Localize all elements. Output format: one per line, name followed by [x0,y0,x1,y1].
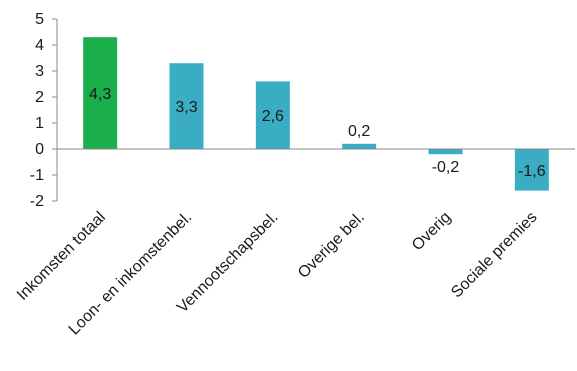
data-labels: 4,3 3,3 2,6 0,2 -0,2 -1,6 [89,86,546,180]
data-label-5: -0,2 [432,159,460,176]
data-label-3: 2,6 [262,108,284,125]
category-label-1: Inkomsten totaal [14,209,109,304]
bar-4 [342,143,377,149]
y-axis-ticks: 5 4 3 2 1 0 -1 -2 [30,11,57,210]
y-tick-label: 0 [35,141,44,158]
data-label-2: 3,3 [175,99,197,116]
data-label-1: 4,3 [89,86,111,103]
y-tick-label: -1 [30,167,44,184]
axes [56,19,575,201]
category-label-5: Overig [409,209,454,254]
y-tick-label: 5 [35,11,44,28]
bars [83,37,549,191]
y-tick-label: -2 [30,193,44,210]
y-tick-label: 1 [35,115,44,132]
bar-5 [428,149,463,155]
category-label-6: Sociale premies [448,209,541,302]
y-tick-label: 4 [35,37,44,54]
bar-2 [169,63,204,150]
data-label-4: 0,2 [348,123,370,140]
data-label-6: -1,6 [518,163,546,180]
y-tick-label: 2 [35,89,44,106]
bar-6 [514,149,549,191]
category-label-4: Overige bel. [295,209,368,282]
bar-1 [83,37,118,150]
bar-3 [255,81,290,149]
y-tick-label: 3 [35,63,44,80]
